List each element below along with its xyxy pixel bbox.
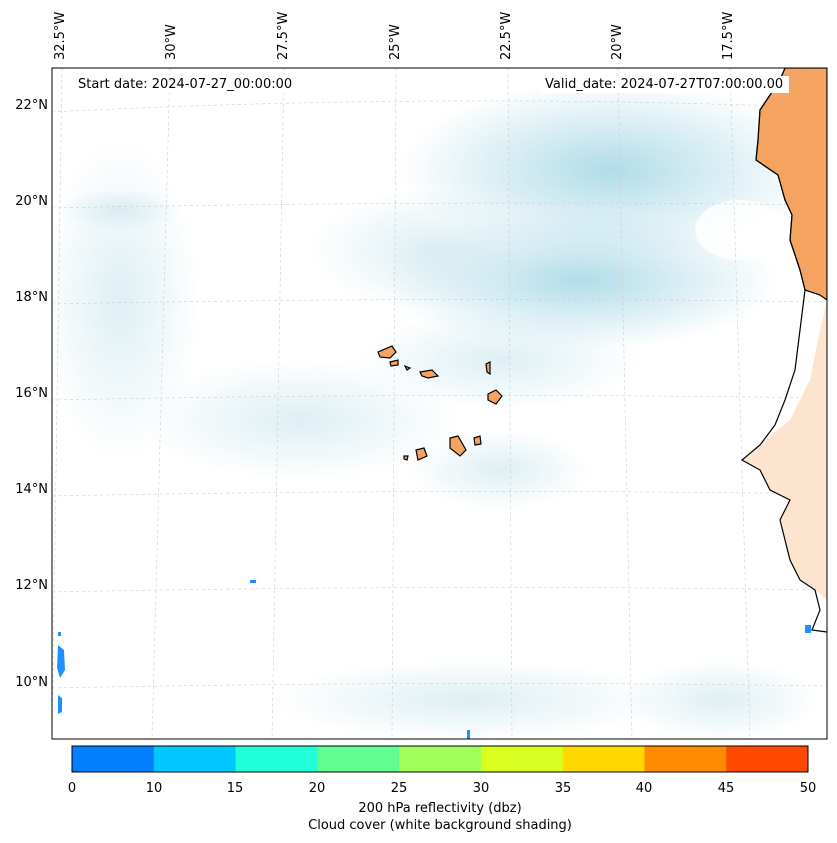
- africa-coastline: [740, 68, 827, 633]
- colorbar-segment: [317, 746, 400, 772]
- cloud-cover: [52, 80, 820, 739]
- colorbar-segment: [153, 746, 237, 772]
- lat-label-12n: 12°N: [15, 578, 48, 593]
- lat-label-16n: 16°N: [15, 386, 48, 401]
- colorbar-tick: 0: [67, 781, 77, 796]
- colorbar-tick: 20: [308, 781, 326, 796]
- colorbar-segment: [480, 746, 564, 772]
- lon-label-25w: 25°W: [388, 24, 403, 60]
- colorbar-tick: 15: [226, 781, 244, 796]
- colorbar-tick: 45: [717, 781, 735, 796]
- lat-label-20n: 20°N: [15, 194, 48, 209]
- lon-label-17-5w: 17.5°W: [721, 11, 736, 60]
- colorbar-segment: [562, 746, 645, 772]
- lon-label-20w: 20°W: [610, 24, 625, 60]
- colorbar-tick: 35: [554, 781, 572, 796]
- lon-label-27-5w: 27.5°W: [276, 11, 291, 60]
- colorbar-tick: 25: [390, 781, 408, 796]
- lat-label-22n: 22°N: [15, 98, 48, 113]
- map-frame: [51, 67, 828, 740]
- colorbar-tick: 40: [635, 781, 653, 796]
- lat-label-18n: 18°N: [15, 290, 48, 305]
- colorbar: [72, 746, 809, 772]
- lon-label-30w: 30°W: [164, 24, 179, 60]
- reflectivity-cells: [57, 580, 811, 739]
- valid-date-label: Valid_date: 2024-07-27T07:00:00.00: [539, 76, 790, 93]
- gridlines: [52, 68, 827, 739]
- colorbar-segment: [72, 746, 155, 772]
- colorbar-segment: [399, 746, 482, 772]
- colorbar-frame: [71, 745, 809, 773]
- colorbar-segment: [644, 746, 727, 772]
- colorbar-segment: [726, 746, 809, 772]
- colorbar-sublabel: Cloud cover (white background shading): [308, 818, 572, 833]
- colorbar-tick: 10: [145, 781, 163, 796]
- lon-label-22-5w: 22.5°W: [499, 11, 514, 60]
- colorbar-label: 200 hPa reflectivity (dbz): [358, 801, 522, 816]
- lat-label-14n: 14°N: [15, 482, 48, 497]
- start-date-label: Start date: 2024-07-27_00:00:00: [72, 76, 299, 93]
- colorbar-segment: [235, 746, 318, 772]
- lat-label-10n: 10°N: [15, 675, 48, 690]
- colorbar-tick: 50: [799, 781, 817, 796]
- africa-land-south: [742, 300, 827, 600]
- cape-verde-islands: [377, 345, 503, 461]
- colorbar-tick: 30: [472, 781, 490, 796]
- lon-label-32-5w: 32.5°W: [53, 11, 68, 60]
